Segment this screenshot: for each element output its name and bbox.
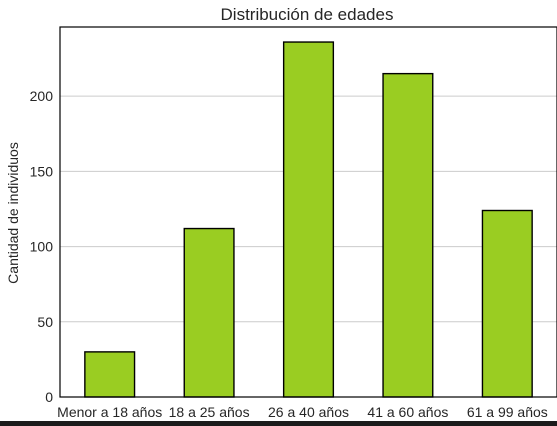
bar <box>382 72 434 398</box>
x-tick-label: 41 a 60 años <box>367 404 448 420</box>
x-tick-label: 18 a 25 años <box>169 404 250 420</box>
x-tick-label: Menor a 18 años <box>57 404 162 420</box>
bar <box>282 41 335 398</box>
y-ticks: 0 50 100 150 200 <box>30 88 54 405</box>
y-axis-label: Cantidad de individuos <box>5 142 21 284</box>
x-ticks: Menor a 18 años 18 a 25 años 26 a 40 años 4… <box>57 404 548 420</box>
x-tick-label: 61 a 99 años <box>467 404 548 420</box>
y-tick-label: 50 <box>37 314 53 330</box>
bars <box>84 41 533 398</box>
plot-frame <box>59 26 557 398</box>
y-tick-label: 0 <box>45 389 53 405</box>
y-tick-label: 100 <box>30 239 54 255</box>
y-tick-label: 200 <box>30 88 54 104</box>
chart-title: Distribución de edades <box>221 5 394 24</box>
bar <box>481 209 533 398</box>
bar <box>183 227 235 398</box>
x-tick-label: 26 a 40 años <box>268 404 349 420</box>
y-tick-label: 150 <box>30 163 54 179</box>
bar <box>84 351 136 398</box>
bottom-edge-bar <box>0 421 557 426</box>
